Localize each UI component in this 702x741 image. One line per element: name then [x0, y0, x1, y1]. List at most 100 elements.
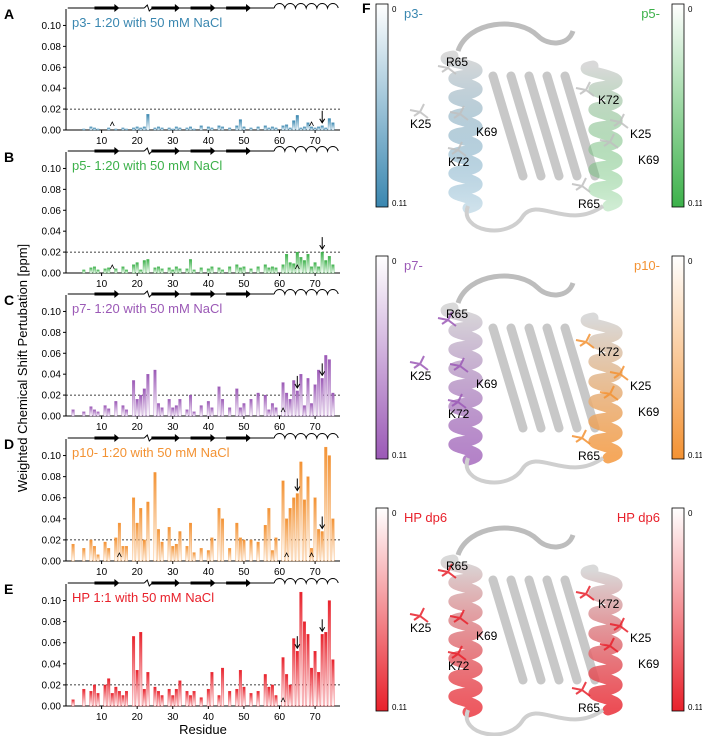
data-bar	[292, 120, 296, 131]
side-chain	[447, 393, 467, 409]
x-tick-label: 40	[203, 279, 215, 290]
side-chain	[449, 357, 469, 373]
x-tick-label: 60	[274, 422, 286, 433]
data-bar	[185, 691, 189, 707]
data-bar	[228, 548, 232, 562]
data-bar	[192, 128, 196, 131]
x-tick-label: 50	[238, 279, 250, 290]
colorbar-left	[375, 507, 389, 712]
data-bar	[238, 669, 242, 707]
ss-strand-arrow	[151, 290, 180, 298]
data-bar	[125, 128, 128, 131]
data-bar	[178, 399, 182, 417]
side-chain	[409, 607, 429, 623]
data-bar	[331, 392, 335, 417]
beta-strand	[524, 323, 564, 433]
data-bar	[135, 522, 139, 562]
residue-label: K25	[410, 621, 432, 635]
data-bar	[302, 260, 306, 274]
colorbar-bottom-label: 0.11	[392, 199, 408, 208]
data-bar	[324, 260, 328, 274]
data-bar	[256, 541, 260, 562]
y-tick-label: 0.00	[42, 412, 62, 423]
alpha-helix-left	[440, 50, 483, 214]
data-bar	[249, 268, 253, 274]
data-bar	[327, 359, 331, 417]
x-tick-label: 60	[274, 712, 286, 723]
data-bar	[238, 407, 242, 417]
data-bar	[171, 695, 175, 707]
x-tick-label: 50	[238, 136, 250, 147]
residue-label: K72	[448, 407, 470, 421]
data-bar	[274, 267, 278, 274]
data-bar	[189, 522, 192, 562]
beta-strand	[560, 575, 600, 685]
annotation-caret	[294, 264, 300, 270]
x-tick-label: 70	[310, 422, 322, 433]
ss-strand-arrow	[151, 434, 180, 442]
data-bar	[125, 409, 128, 417]
data-bar	[121, 405, 125, 417]
y-tick-label: 0.10	[42, 21, 62, 32]
beta-strand	[506, 323, 546, 433]
chart-title: p3- 1:20 with 50 mM NaCl	[72, 15, 222, 30]
data-bar	[210, 537, 214, 562]
data-bar	[71, 543, 75, 562]
secondary-structure-strip	[67, 433, 339, 442]
data-bar	[153, 127, 157, 131]
data-bar	[71, 409, 75, 417]
data-bar	[263, 394, 267, 417]
data-bar	[114, 268, 118, 274]
data-bar	[132, 497, 136, 562]
y-tick-label: 0.00	[42, 702, 62, 713]
bar-charts-column: A 0.00 0.02 0.04 0.06 0.08 0.10 10 20 30 40 50 60 70 p…	[4, 3, 340, 737]
alpha-helix-left	[440, 302, 483, 466]
y-tick-label: 0.06	[42, 638, 62, 649]
data-bar	[295, 651, 299, 707]
data-bar	[256, 691, 260, 707]
data-bar	[270, 684, 274, 707]
ss-strand-arrow	[94, 290, 120, 298]
data-bar	[288, 127, 292, 131]
x-tick-label: 30	[167, 567, 179, 578]
structure-left-label: p7-	[404, 258, 423, 273]
data-bar	[274, 695, 278, 707]
data-bar	[89, 539, 93, 562]
chart-panel-c: C 0.00 0.02 0.04 0.06 0.08 0.10 10 20 30 40 50 60 70 p…	[4, 289, 340, 433]
data-bar	[292, 380, 296, 417]
data-bar	[89, 267, 93, 274]
ss-strand-arrow	[190, 4, 216, 12]
residue-label: K25	[630, 127, 652, 141]
data-bar	[221, 269, 225, 274]
ss-strand-arrow	[94, 147, 120, 155]
data-bar	[142, 126, 146, 131]
annotation-arrow-head	[319, 244, 326, 251]
y-tick-label: 0.02	[42, 391, 62, 402]
data-bar	[96, 693, 100, 707]
y-tick-label: 0.00	[42, 557, 62, 568]
data-bar	[327, 256, 331, 274]
data-bar	[192, 552, 196, 562]
data-bar	[139, 269, 143, 274]
chart-title: p5- 1:20 with 50 mM NaCl	[72, 158, 222, 173]
data-bar	[178, 531, 182, 562]
data-bar	[153, 369, 157, 417]
ss-strand-arrow	[226, 4, 252, 12]
x-tick-label: 50	[238, 567, 250, 578]
data-bar	[167, 267, 171, 274]
side-chain	[599, 385, 619, 401]
ss-strand-arrow	[226, 434, 252, 442]
data-bar	[157, 403, 160, 417]
data-bar	[135, 262, 139, 274]
data-bar	[107, 678, 111, 707]
data-bar	[71, 699, 75, 707]
data-bar	[299, 127, 303, 131]
ss-strand-arrow	[226, 290, 252, 298]
ss-strand-arrow	[190, 290, 216, 298]
data-bar	[221, 518, 225, 562]
residue-label: K69	[476, 629, 498, 643]
colorbar-left	[375, 3, 389, 208]
data-bar	[320, 125, 324, 131]
annotation-caret	[309, 121, 314, 127]
chart-panel-b: B 0.00 0.02 0.04 0.06 0.08 0.10 10 20 30 40 50 60 70 p…	[4, 146, 340, 290]
